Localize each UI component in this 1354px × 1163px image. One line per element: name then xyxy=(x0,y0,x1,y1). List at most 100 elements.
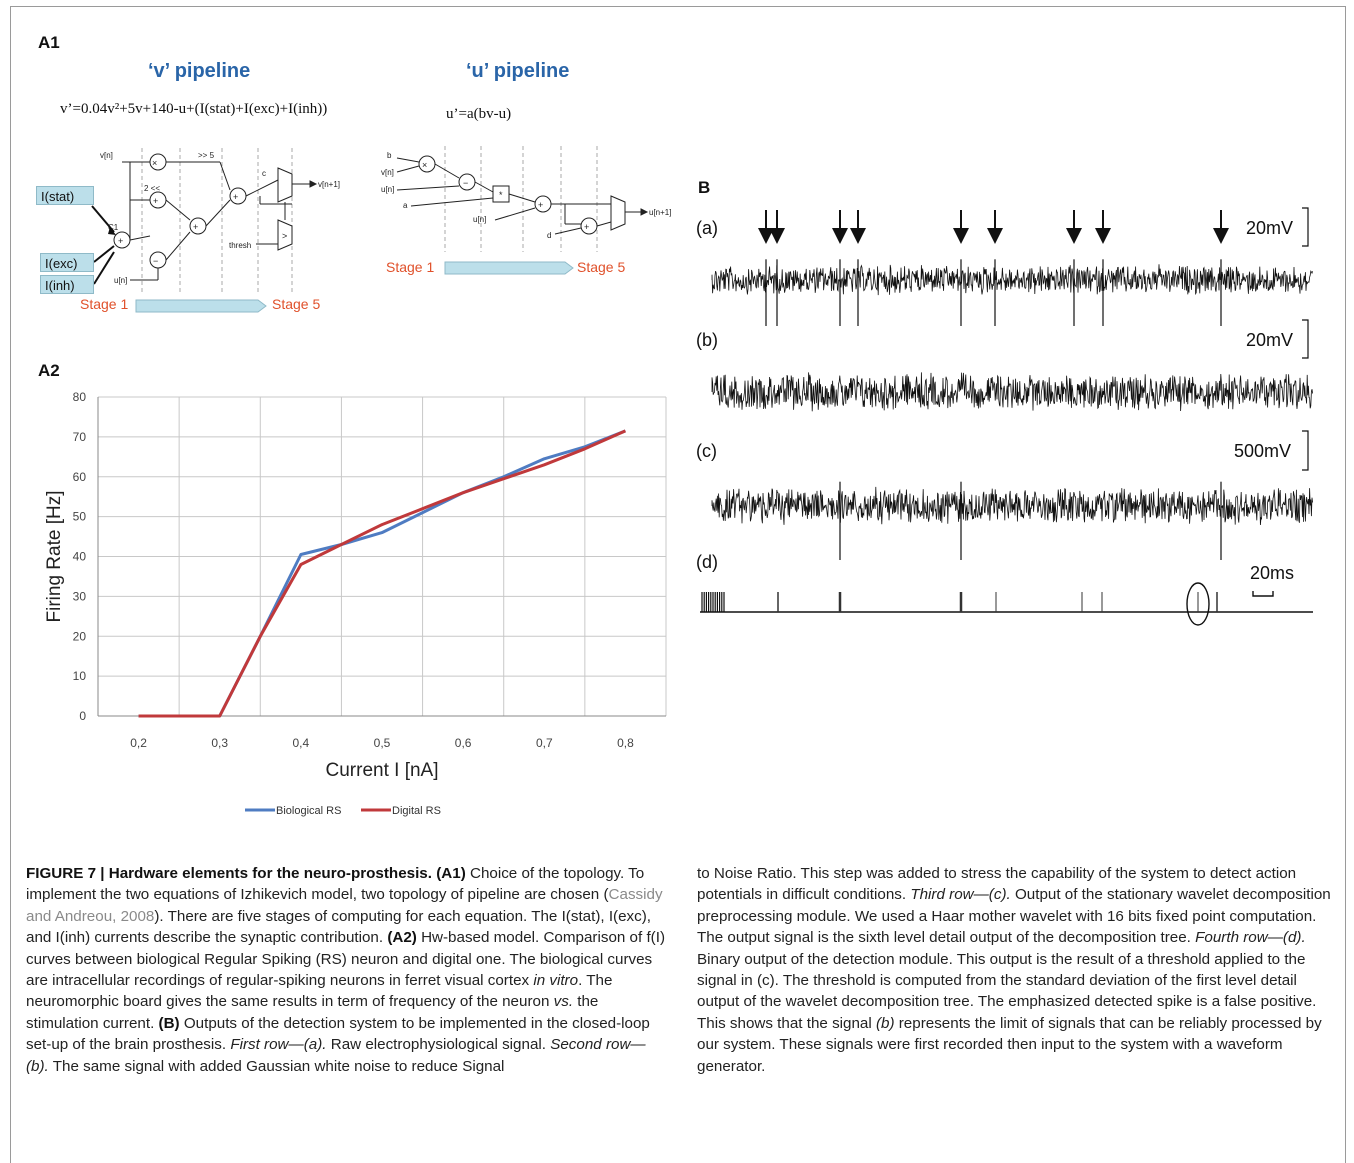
v-node-vn: v[n] xyxy=(100,151,113,160)
time-scale-bar xyxy=(1252,591,1274,597)
caption-a2-text-1: Hw-based model. Comparison of f(I) curve… xyxy=(26,929,665,990)
y-tick-label: 0 xyxy=(79,709,86,723)
caption-b-fourth-row: Fourth row—(d). xyxy=(1195,929,1306,947)
caption-b-text-3-part-1: The same signal with added Gaussian whit… xyxy=(52,1057,505,1075)
v-node-c1: C1 xyxy=(108,223,119,232)
row-tag-b: (b) xyxy=(696,330,718,350)
caption-a2-text-3: the stimulation current. xyxy=(26,993,599,1032)
caption-b-text-4: Output of the stationary wavelet decompo… xyxy=(697,886,1331,947)
v-node-c: c xyxy=(262,169,266,178)
input-i-exc: I(exc) xyxy=(40,253,94,272)
spike-arrow-icon xyxy=(1066,228,1082,244)
u-node-d: d xyxy=(547,231,551,240)
u-node-un-top: u[n] xyxy=(381,185,394,194)
y-tick-label: 30 xyxy=(73,589,87,603)
u-stage-start: Stage 1 xyxy=(386,259,435,275)
v-node-out: v[n+1] xyxy=(318,180,340,189)
scale-label-c: 500mV xyxy=(1234,441,1292,461)
x-tick-label: 0,5 xyxy=(374,736,391,750)
spike-arrow-icon xyxy=(832,228,848,244)
caption-left-column: FIGURE 7 | Hardware elements for the neu… xyxy=(26,863,668,1077)
row-tag-d: (d) xyxy=(696,552,718,572)
u-node-b: b xyxy=(387,151,392,160)
svg-text:+: + xyxy=(584,222,589,232)
svg-text:+: + xyxy=(193,222,198,232)
svg-text:>: > xyxy=(282,231,287,241)
y-tick-label: 60 xyxy=(73,470,87,484)
svg-text:+: + xyxy=(233,192,238,202)
v-equation: v’=0.04v²+5v+140-u+(I(stat)+I(exc)+I(inh… xyxy=(60,101,328,117)
u-node-vn: v[n] xyxy=(381,168,394,177)
u-equation: u’=a(bv-u) xyxy=(446,106,512,122)
caption-title: FIGURE 7 | Hardware elements for the neu… xyxy=(26,865,432,882)
input-i-inh: I(inh) xyxy=(40,275,94,294)
a2-firing-rate-chart: 0 10 20 30 40 50 60 70 80 0,2 0,3 0,4 0,5 0,6 0,7 0,8 Cu… xyxy=(44,390,667,817)
caption-a2-italic-1: in vitro xyxy=(533,972,579,990)
row-tag-a: (a) xyxy=(696,218,718,238)
series-line-digital-rs xyxy=(138,429,627,718)
svg-text:+: + xyxy=(153,196,158,206)
u-pipeline-title: ‘u’ pipeline xyxy=(466,60,570,82)
y-tick-label: 70 xyxy=(73,430,87,444)
caption-b-text-2: Raw electrophysiological signal. xyxy=(326,1036,551,1054)
svg-text:×: × xyxy=(152,158,157,168)
y-tick-label: 80 xyxy=(73,390,87,404)
caption-b-first-row: First row—(a). xyxy=(230,1036,327,1054)
x-axis-label: Current I [nA] xyxy=(326,760,439,781)
u-pipeline-diagram: × − * + + b v[n] u[n] a u[n] d u[n+1] xyxy=(381,146,671,275)
y-tick-label: 10 xyxy=(73,669,87,683)
caption-citation[interactable]: Cassidy and Andreou, 2008 xyxy=(26,886,663,925)
figure-frame xyxy=(10,6,1346,1163)
v-stage-end: Stage 5 xyxy=(272,296,321,312)
input-i-stat: I(stat) xyxy=(36,186,94,205)
spike-arrow-icon xyxy=(1095,228,1111,244)
panel-label-a1: A1 xyxy=(38,33,60,52)
u-stage-end: Stage 5 xyxy=(577,259,626,275)
spike-arrow-icon xyxy=(953,228,969,244)
caption-b-tag: (B) xyxy=(158,1014,180,1032)
svg-text:+: + xyxy=(118,236,123,246)
caption-b-second-row: Second row—(b). xyxy=(26,1036,646,1075)
svg-text:*: * xyxy=(499,190,503,200)
spike-arrow-icon xyxy=(987,228,1003,244)
caption-a1-text-2: ). There are five stages of computing fo… xyxy=(26,907,652,947)
caption-a1-text-1: Choice of the topology. To implement the… xyxy=(26,865,645,904)
x-tick-label: 0,2 xyxy=(130,736,147,750)
svg-text:−: − xyxy=(463,178,468,188)
trace-b-noisy-signal xyxy=(711,372,1313,412)
v-node-shift5: >> 5 xyxy=(198,151,215,160)
caption-b-text-1: Outputs of the detection system to be im… xyxy=(26,1014,650,1054)
spike-arrow-icon xyxy=(850,228,866,244)
caption-b-text-5: Binary output of the detection module. T… xyxy=(697,950,1317,1032)
v-node-shift2: 2 << xyxy=(144,184,160,193)
spike-arrow-icon xyxy=(1213,228,1229,244)
svg-text:×: × xyxy=(422,160,427,170)
y-tick-label: 50 xyxy=(73,510,87,524)
trace-a-raw-signal xyxy=(711,264,1313,296)
y-axis-label: Firing Rate [Hz] xyxy=(44,491,65,623)
y-tick-label: 20 xyxy=(73,629,87,643)
caption-b-text-3: to Noise Ratio. This step was added to s… xyxy=(697,865,1297,904)
svg-text:−: − xyxy=(153,256,158,266)
caption-right-column: to Noise Ratio. This step was added to s… xyxy=(697,863,1337,1077)
caption-b-third-row: Third row—(c). xyxy=(910,886,1011,904)
v-pipeline-diagram: × + + + + − > v[n] u[n] C1 c v[n+1] thre… xyxy=(91,148,340,313)
scale-label-b: 20mV xyxy=(1246,330,1294,350)
row-tag-c: (c) xyxy=(696,441,717,461)
legend-label: Digital RS xyxy=(392,805,441,817)
u-node-a: a xyxy=(403,201,408,210)
caption-b-italic-b: (b) xyxy=(875,1014,895,1032)
caption-a2-italic-2: vs. xyxy=(553,993,574,1011)
v-stage-start: Stage 1 xyxy=(80,296,129,312)
panel-label-b: B xyxy=(698,178,711,197)
v-pipeline-title: ‘v’ pipeline xyxy=(148,60,251,82)
x-tick-label: 0,8 xyxy=(617,736,634,750)
trace-c-wavelet-output xyxy=(711,486,1313,526)
caption-a2-tag: (A2) xyxy=(387,929,417,947)
scale-bracket xyxy=(1302,430,1309,471)
panel-label-a2: A2 xyxy=(38,361,60,380)
caption-a2-text-2: . The neuromorphic board gives the same … xyxy=(26,972,613,1011)
scale-label-d: 20ms xyxy=(1250,563,1295,583)
scale-bracket xyxy=(1302,319,1309,359)
caption-b-text-6: represents the limit of signals that can… xyxy=(697,1014,1322,1075)
